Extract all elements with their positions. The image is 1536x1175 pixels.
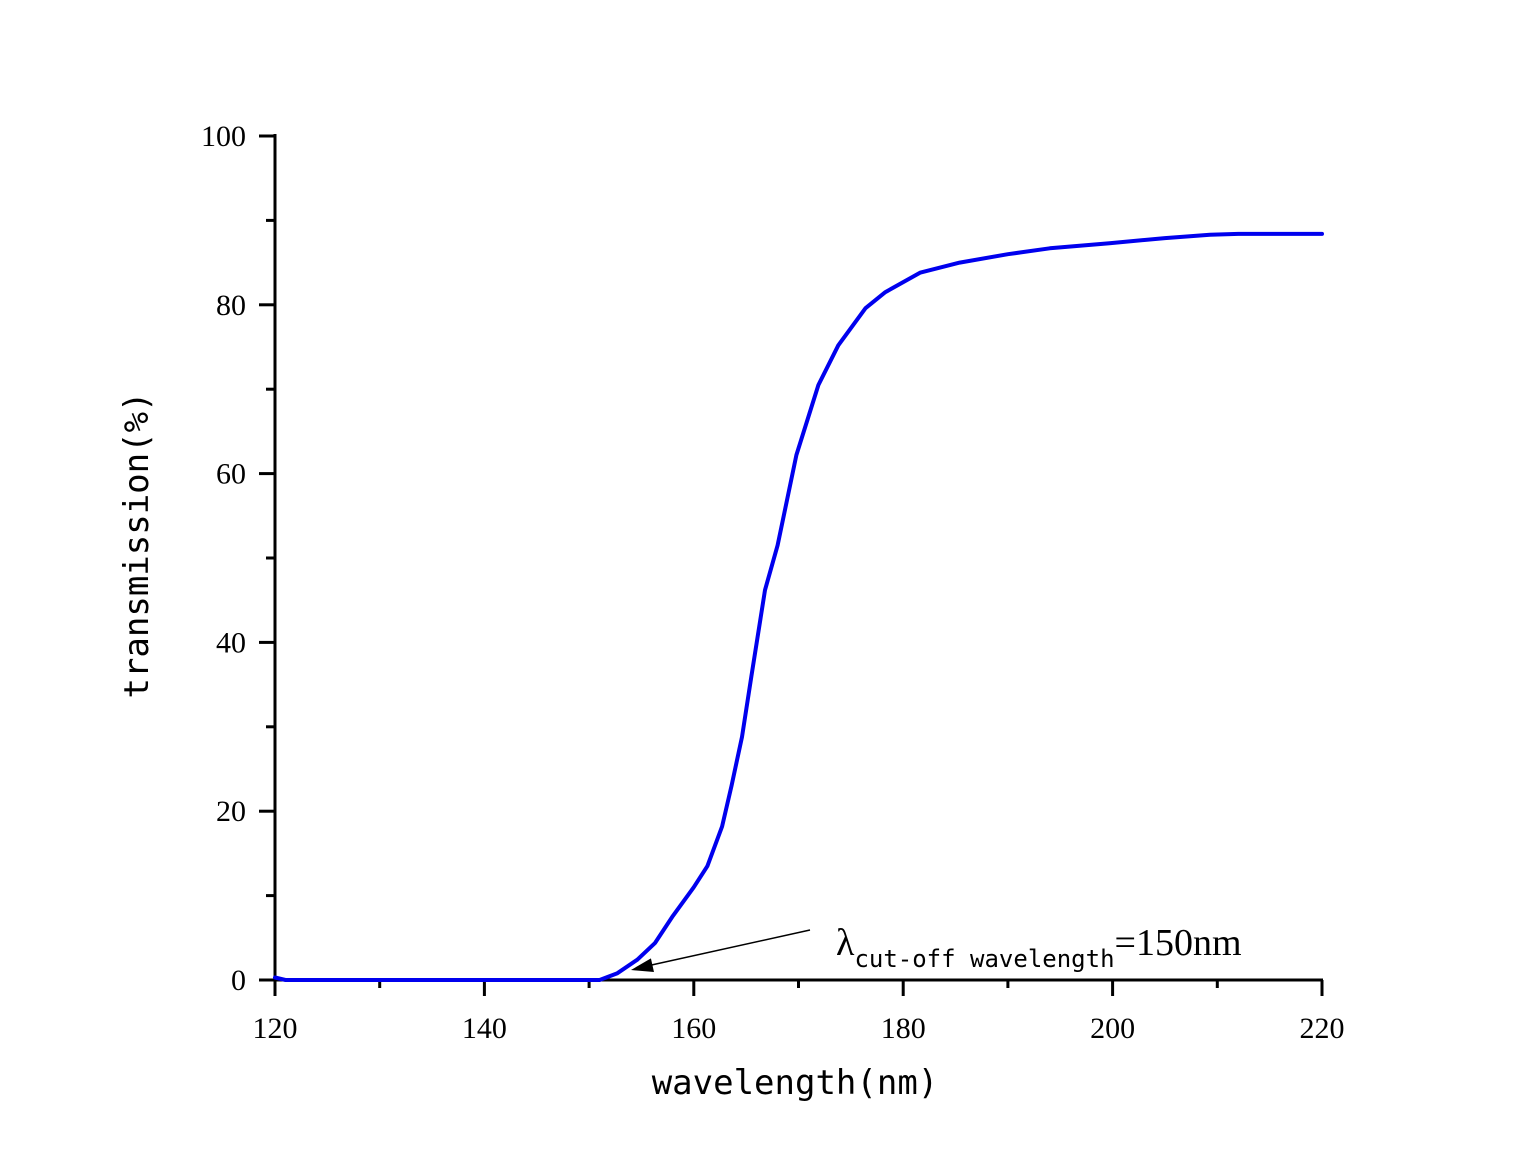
x-tick-label: 160	[671, 1012, 716, 1045]
transmission-curve	[273, 231, 1324, 982]
y-tick-label: 0	[231, 964, 246, 997]
x-tick-label: 180	[881, 1012, 926, 1045]
axes	[273, 134, 1323, 982]
x-tick-label: 120	[253, 1012, 298, 1045]
annotation-subscript: cut-off wavelength	[854, 945, 1114, 973]
x-ticks: 120 140 160 180 200 220	[253, 980, 1345, 1045]
y-tick-label: 40	[216, 626, 246, 659]
annotation-arrow-head-icon	[630, 958, 654, 973]
annotation-value: =150nm	[1115, 922, 1242, 964]
svg-text:λcut-off wavelength=150nm: λcut-off wavelength=150nm	[836, 922, 1242, 973]
y-axis-title: transmission(%)	[117, 391, 157, 698]
x-tick-label: 140	[462, 1012, 507, 1045]
x-tick-label: 220	[1300, 1012, 1345, 1045]
y-tick-label: 100	[201, 120, 246, 153]
y-tick-label: 60	[216, 458, 246, 491]
y-tick-label: 20	[216, 795, 246, 828]
y-tick-label: 80	[216, 289, 246, 322]
x-axis-title: wavelength(nm)	[652, 1063, 939, 1103]
cutoff-annotation: λcut-off wavelength=150nm	[630, 922, 1242, 973]
annotation-lambda: λ	[836, 922, 855, 964]
y-ticks: 0 20 40 60 80 100	[201, 120, 275, 997]
annotation-arrow-line	[646, 929, 811, 967]
x-tick-label: 200	[1090, 1012, 1135, 1045]
